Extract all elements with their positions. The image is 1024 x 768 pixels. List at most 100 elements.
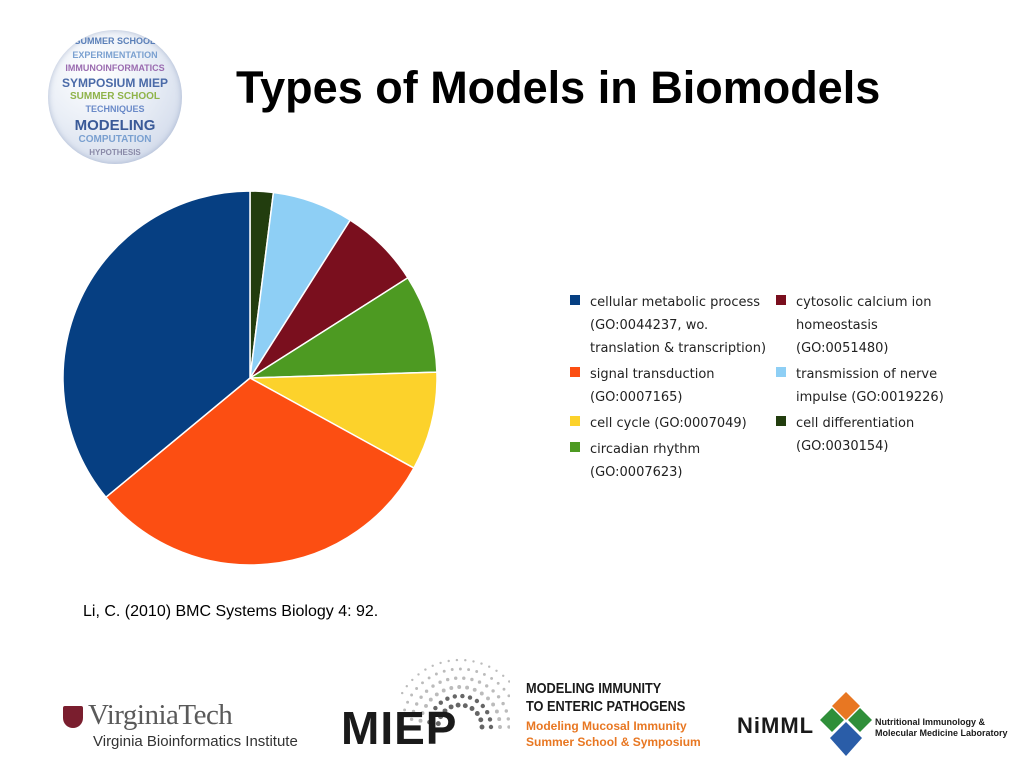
miep-dot <box>464 659 467 662</box>
miep-dot <box>477 680 482 684</box>
miep-dot <box>502 674 505 677</box>
miep-dot <box>409 717 414 721</box>
miep-dot <box>488 724 494 730</box>
nimml-diamond-icon <box>820 692 872 756</box>
legend-swatch <box>570 416 580 426</box>
pie-slice <box>247 371 438 470</box>
legend-swatch <box>776 295 786 305</box>
miep-dot <box>475 670 479 673</box>
globe-word: EXPERIMENTATION <box>72 50 158 60</box>
miep-dot <box>438 714 444 720</box>
miep-dot <box>485 710 490 715</box>
miep-dot <box>450 668 454 671</box>
miep-dot <box>491 702 496 707</box>
miep-dot <box>433 705 438 711</box>
miep-dot <box>494 709 499 714</box>
miep-dot <box>458 667 462 671</box>
miep-dot <box>427 676 431 680</box>
miep-dot <box>448 704 454 710</box>
miep-dot <box>427 720 432 725</box>
globe-word: MODELING <box>74 117 156 134</box>
globe-word: COMPUTATION <box>78 134 152 145</box>
legend-swatch <box>776 367 786 377</box>
legend-label: signal transduction (GO:0007165) <box>590 367 715 405</box>
globe-word: SUMMER SCHOOL <box>70 91 160 102</box>
miep-dot <box>406 700 410 704</box>
virginia-tech-logo-text: VirginiaTech <box>88 699 233 731</box>
miep-dot <box>474 711 480 716</box>
miep-dot <box>496 695 501 699</box>
miep-dot <box>415 687 419 690</box>
miep-dot <box>502 687 506 691</box>
legend-swatch <box>776 416 786 426</box>
miep-dot <box>442 708 448 714</box>
miep-dot <box>460 693 465 699</box>
virginia-tech-shield-icon <box>63 706 83 728</box>
miep-dot <box>507 694 510 698</box>
miep-dot <box>445 696 450 701</box>
miep-line-3: Modeling Mucosal Immunity <box>526 719 687 733</box>
miep-dot <box>438 680 442 684</box>
miep-dot <box>497 717 502 722</box>
miep-dot <box>495 669 498 672</box>
globe-word: SUMMER SCHOOL <box>74 36 156 46</box>
miep-dot <box>441 688 446 693</box>
miep-dot <box>438 700 443 705</box>
miep-dot <box>498 725 502 729</box>
pie-slice <box>104 377 415 566</box>
miep-dot <box>435 721 441 727</box>
miep-dot <box>496 681 500 685</box>
nimml-logo-text: Nutritional Immunology & Molecular Medic… <box>875 717 1008 739</box>
miep-dot <box>504 709 508 713</box>
miep-dot <box>478 717 484 723</box>
miep-dot <box>469 706 475 711</box>
miep-dot <box>472 660 475 663</box>
miep-dot <box>482 672 486 676</box>
miep-dot <box>462 676 466 680</box>
virginia-tech-subtitle: Virginia Bioinformatics Institute <box>93 733 298 750</box>
pie-slice <box>62 190 251 499</box>
miep-dot <box>424 668 427 671</box>
nimml-diamond-tile <box>848 708 872 732</box>
miep-dot <box>442 669 446 673</box>
miep-dot <box>480 662 483 665</box>
miep-dot <box>434 692 439 697</box>
globe-word: TECHNIQUES <box>85 104 145 114</box>
miep-dot <box>417 673 420 676</box>
miep-dot <box>479 724 485 730</box>
miep-dot <box>486 696 490 701</box>
citation: Li, C. (2010) BMC Systems Biology 4: 92. <box>83 603 379 620</box>
miep-logo-mark: MIEP <box>341 702 458 754</box>
miep-dot <box>418 718 423 723</box>
nimml-diamond-tile <box>830 722 862 756</box>
miep-line-4: Summer School & Symposium <box>526 735 701 749</box>
miep-dot <box>428 697 433 702</box>
miep-dot <box>465 685 470 690</box>
miep-dot <box>410 693 414 697</box>
miep-dot <box>411 678 414 682</box>
legend-label: cellular metabolic process (GO:0044237, … <box>590 295 767 356</box>
globe-word: HYPOTHESIS <box>89 148 141 157</box>
miep-dot <box>446 677 450 682</box>
miep-dot <box>424 689 429 693</box>
miep-dot <box>467 668 471 672</box>
miep-dot <box>434 672 438 676</box>
legend-swatch <box>570 295 580 305</box>
miep-line-2: TO ENTERIC PATHOGENS <box>526 698 686 715</box>
miep-dot <box>508 680 510 683</box>
pie-slice <box>247 276 438 379</box>
miep-dot <box>439 661 442 665</box>
miep-dot <box>403 708 407 712</box>
miep-dot <box>401 691 404 695</box>
miep-dot <box>447 659 450 663</box>
globe-logo-icon: SUMMER SCHOOL EXPERIMENTATION IMMUNOINFORM… <box>48 30 182 164</box>
nimml-line-2: Molecular Medicine Laboratory <box>875 728 1008 738</box>
miep-dot <box>419 695 423 699</box>
miep-dot <box>415 702 419 706</box>
miep-dot <box>455 658 459 662</box>
miep-dot <box>472 687 477 692</box>
miep-dots-icon <box>401 658 510 730</box>
miep-dot <box>431 684 435 688</box>
miep-dot <box>474 698 480 704</box>
nimml-logo-mark: NiMML <box>737 713 815 738</box>
